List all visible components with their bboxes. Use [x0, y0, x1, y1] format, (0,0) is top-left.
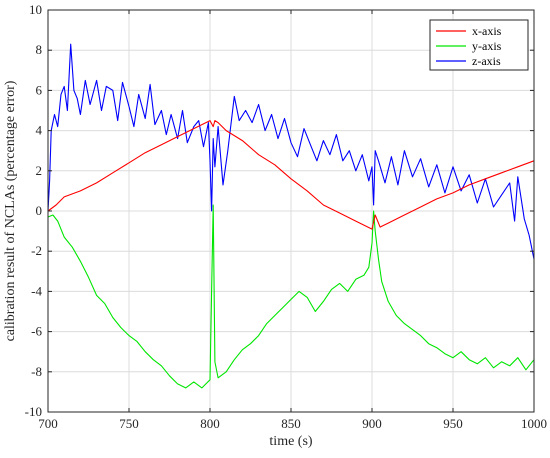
y-tick-label: -8 — [31, 364, 42, 379]
y-tick-label: 2 — [36, 163, 43, 178]
legend-label: z-axis — [472, 54, 501, 68]
x-tick-label: 800 — [200, 416, 220, 431]
y-tick-label: -6 — [31, 324, 42, 339]
x-tick-label: 900 — [362, 416, 382, 431]
legend-box — [429, 19, 529, 71]
y-tick-label: 4 — [36, 123, 43, 138]
tick-labels: 700 750 800 850 900 950 1000 -10 -8 -6 -4 -2 0 2 4 6 8 10 — [25, 2, 547, 431]
axes — [47, 9, 535, 413]
y-axis-label: calibration result of NCLAs (percentage … — [3, 80, 18, 341]
legend-label: x-axis — [472, 24, 502, 38]
x-tick-label: 850 — [281, 416, 301, 431]
y-tick-label: 10 — [29, 2, 42, 17]
y-tick-label: -10 — [25, 404, 42, 419]
y-tick-label: 0 — [36, 203, 43, 218]
series-layer — [47, 43, 535, 389]
series-line-y-axis — [47, 204, 535, 389]
x-tick-label: 750 — [119, 416, 139, 431]
y-tick-label: 6 — [36, 82, 43, 97]
legend-label: y-axis — [472, 39, 502, 53]
y-tick-label: -2 — [31, 243, 42, 258]
x-axis-label: time (s) — [269, 434, 312, 449]
y-tick-label: -4 — [31, 283, 42, 298]
x-tick-label: 700 — [38, 416, 58, 431]
series-line-z-axis — [47, 43, 535, 260]
y-tick-label: 8 — [36, 42, 43, 57]
series-line-x-axis — [47, 120, 535, 230]
x-tick-label: 1000 — [521, 416, 547, 431]
x-tick-label: 950 — [443, 416, 463, 431]
